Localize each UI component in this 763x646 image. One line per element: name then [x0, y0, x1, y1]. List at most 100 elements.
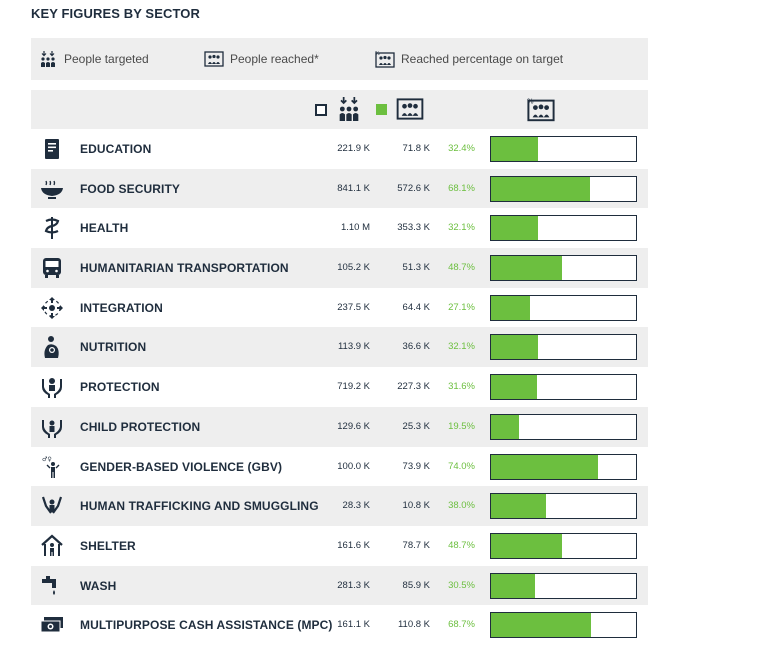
percentage-bar-track	[490, 493, 637, 520]
people-reached-value: 78.7 K	[402, 539, 430, 551]
percentage-bar-fill	[491, 176, 590, 201]
people-targeted-value: 841.1 K	[337, 182, 370, 194]
legend-item-targeted: People targeted	[38, 49, 149, 69]
people-targeted-value: 719.2 K	[337, 381, 370, 393]
book-icon	[40, 137, 64, 161]
people-reached-value: 64.4 K	[402, 301, 430, 313]
sector-name: NUTRITION	[80, 340, 147, 355]
percentage-bar-fill	[491, 613, 591, 638]
sector-name: HUMANITARIAN TRANSPORTATION	[80, 261, 289, 276]
percentage-bar-fill	[491, 533, 562, 558]
sector-name: GENDER-BASED VIOLENCE (GBV)	[80, 459, 283, 474]
reached-percentage-value: 68.1%	[448, 182, 475, 194]
people-reached-header-icon	[396, 98, 424, 120]
reached-percentage-value: 30.5%	[448, 579, 475, 591]
percentage-bar-fill	[491, 335, 538, 360]
sector-name: FOOD SECURITY	[80, 181, 180, 196]
people-targeted-value: 113.9 K	[337, 341, 370, 353]
percentage-bar-track	[490, 374, 637, 401]
table-row: WASH 281.3 K 85.9 K 30.5%	[31, 565, 648, 606]
page-title: KEY FIGURES BY SECTOR	[31, 6, 200, 21]
people-reached-value: 227.3 K	[397, 381, 430, 393]
gbv-icon: ♂♀	[40, 455, 64, 479]
legend: People targeted People reached* % Reache…	[31, 38, 648, 80]
table-row: PROTECTION 719.2 K 227.3 K 31.6%	[31, 367, 648, 407]
legend-item-percentage: % Reached percentage on target	[375, 49, 563, 69]
percentage-bar-fill	[491, 494, 547, 519]
cash-icon	[40, 613, 64, 637]
percentage-bar-fill	[491, 454, 599, 479]
food-bowl-icon	[40, 177, 64, 201]
percentage-bar-track	[490, 413, 637, 440]
table-row: ♂♀ GENDER-BASED VIOLENCE (GBV) 100.0 K 73.9…	[31, 447, 648, 487]
people-targeted-value: 161.1 K	[337, 619, 370, 631]
table-row: EDUCATION 221.9 K 71.8 K 32.4%	[31, 129, 648, 169]
percentage-bar-fill	[491, 573, 536, 598]
targeted-swatch-icon	[315, 104, 327, 116]
percentage-bar-track	[490, 532, 637, 559]
percentage-bar-fill	[491, 256, 562, 281]
percentage-bar-fill	[491, 295, 531, 320]
people-reached-value: 71.8 K	[402, 143, 430, 154]
people-targeted-value: 161.6 K	[337, 539, 370, 551]
svg-text:%: %	[375, 51, 380, 57]
table-row: FOOD SECURITY 841.1 K 572.6 K 68.1%	[31, 168, 648, 209]
table-header: %	[31, 90, 648, 129]
reached-percentage-value: 32.1%	[448, 222, 475, 234]
people-targeted-value: 28.3 K	[342, 500, 370, 512]
percentage-bar-fill	[491, 216, 538, 241]
reached-swatch-icon	[376, 104, 387, 115]
reached-percentage-value: 74.0%	[448, 460, 475, 472]
sector-name: INTEGRATION	[80, 300, 163, 315]
reached-percentage-value: 19.5%	[448, 420, 475, 432]
percentage-bar-track	[490, 175, 637, 202]
legend-reached-label: People reached*	[230, 52, 319, 66]
people-reached-icon	[204, 49, 224, 69]
reached-percentage-value: 38.0%	[448, 500, 475, 512]
sector-name: CHILD PROTECTION	[80, 419, 201, 434]
people-targeted-value: 129.6 K	[337, 420, 370, 432]
reached-percentage-value: 27.1%	[448, 301, 475, 313]
legend-targeted-label: People targeted	[64, 52, 149, 66]
people-reached-value: 85.9 K	[402, 579, 430, 591]
percentage-bar-fill	[491, 137, 538, 161]
sector-table: EDUCATION 221.9 K 71.8 K 32.4% FOOD SECURITY…	[31, 129, 648, 645]
table-row: MULTIPURPOSE CASH ASSISTANCE (MPC) 161.1 …	[31, 605, 648, 645]
percentage-bar-track	[490, 294, 637, 321]
people-targeted-value: 1.10 M	[340, 222, 370, 234]
caduceus-icon	[40, 216, 64, 240]
child-protection-icon	[40, 415, 64, 439]
people-reached-value: 25.3 K	[402, 420, 430, 432]
people-targeted-header-icon	[337, 95, 361, 123]
sector-name: HEALTH	[80, 221, 129, 236]
reached-percentage-value: 32.4%	[448, 143, 475, 154]
sector-name: MULTIPURPOSE CASH ASSISTANCE (MPC)	[80, 618, 333, 633]
svg-text:♂♀: ♂♀	[42, 456, 52, 463]
sector-name: PROTECTION	[80, 380, 160, 395]
table-row: CHILD PROTECTION 129.6 K 25.3 K 19.5%	[31, 406, 648, 447]
mother-child-icon	[40, 335, 64, 359]
table-row: HUMAN TRAFFICKING AND SMUGGLING 28.3 K 10.…	[31, 486, 648, 526]
percentage-bar-fill	[491, 375, 537, 400]
table-row: SHELTER 161.6 K 78.7 K 48.7%	[31, 526, 648, 566]
sector-name: WASH	[80, 578, 117, 593]
people-targeted-value: 105.2 K	[337, 262, 370, 274]
bus-icon	[40, 256, 64, 280]
people-targeted-value: 281.3 K	[337, 579, 370, 591]
legend-item-reached: People reached*	[204, 49, 319, 69]
percentage-bar-track	[490, 255, 637, 282]
integration-icon	[40, 296, 64, 320]
percentage-bar-track	[490, 136, 637, 162]
reached-percentage-value: 31.6%	[448, 381, 475, 393]
table-row: NUTRITION 113.9 K 36.6 K 32.1%	[31, 327, 648, 368]
people-targeted-value: 100.0 K	[337, 460, 370, 472]
percentage-bar-track	[490, 572, 637, 599]
percentage-bar-track	[490, 334, 637, 361]
percentage-bar-track	[490, 215, 637, 242]
shelter-icon	[40, 534, 64, 558]
people-targeted-icon	[38, 49, 58, 69]
people-reached-value: 51.3 K	[402, 262, 430, 274]
reached-percentage-icon: %	[375, 49, 395, 69]
people-reached-value: 36.6 K	[402, 341, 430, 353]
people-targeted-value: 237.5 K	[337, 301, 370, 313]
